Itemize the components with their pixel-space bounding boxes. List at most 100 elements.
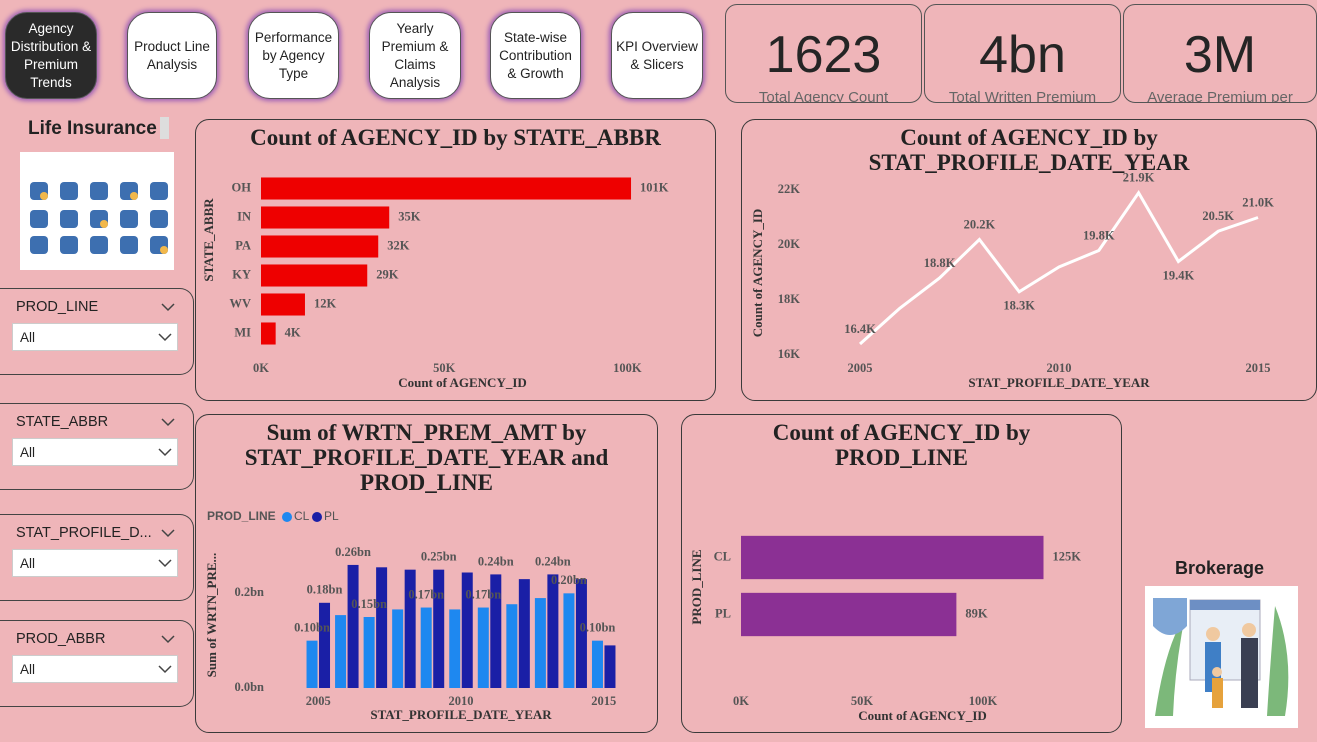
slicer: PROD_LINE All bbox=[0, 288, 194, 375]
x-tick-label: 2005 bbox=[306, 694, 331, 708]
data-label: 101K bbox=[640, 180, 669, 194]
bar bbox=[741, 592, 957, 637]
slicer-label: PROD_ABBR bbox=[16, 631, 106, 647]
slicer-dropdown[interactable]: All bbox=[12, 655, 178, 683]
bar bbox=[547, 574, 559, 688]
data-label: 0.24bn bbox=[535, 554, 571, 568]
y-tick-label: 0.0bn bbox=[234, 680, 264, 694]
chart-title: Count of AGENCY_ID by STATE_ABBR bbox=[250, 125, 661, 150]
data-label: 0.17bn bbox=[465, 587, 501, 601]
state-chart-panel: 0K 50K 100K Count of AGENCY_ID STATE_ABBR OH 1… bbox=[195, 119, 716, 401]
scroll-marker bbox=[160, 117, 169, 139]
x-tick-label: 0K bbox=[733, 694, 749, 708]
prod-line-panel: 0K 50K 100K Count of AGENCY_ID PROD_LINE CL 12… bbox=[681, 414, 1122, 733]
bar bbox=[420, 607, 432, 688]
data-label: 19.8K bbox=[1083, 228, 1115, 242]
chevron bbox=[161, 635, 175, 644]
brokerage-label: Brokerage bbox=[1175, 558, 1265, 578]
x-tick-label: 50K bbox=[851, 694, 874, 708]
x-tick-label: 100K bbox=[613, 361, 642, 375]
bar bbox=[261, 177, 632, 200]
nav-button[interactable]: KPI Overview & Slicers bbox=[611, 12, 703, 99]
nav-button[interactable]: Product Line Analysis bbox=[127, 12, 217, 99]
data-label: 0.26bn bbox=[335, 545, 371, 559]
slicer-dropdown[interactable]: All bbox=[12, 438, 178, 466]
bar bbox=[461, 572, 473, 688]
bar bbox=[477, 607, 489, 688]
bar bbox=[591, 640, 603, 688]
bar bbox=[604, 645, 616, 688]
category-label: WV bbox=[229, 296, 251, 310]
data-label: 21.9K bbox=[1123, 171, 1155, 185]
slicer: STAT_PROFILE_D... All bbox=[0, 514, 194, 601]
data-label: 0.20bn bbox=[551, 573, 587, 587]
kpi-label: Total Written Premium bbox=[948, 89, 1097, 103]
bar bbox=[347, 564, 359, 688]
y-tick-label: 20K bbox=[778, 237, 801, 251]
y-axis-label: Sum of WRTN_PRE... bbox=[204, 553, 219, 678]
nav-button[interactable]: Performance by Agency Type bbox=[248, 12, 339, 99]
category-label: CL bbox=[714, 549, 731, 563]
nav-button[interactable]: Yearly Premium & Claims Analysis bbox=[369, 12, 461, 99]
nav-button[interactable]: State-wise Contribution & Growth bbox=[490, 12, 581, 99]
chevron-path bbox=[158, 448, 172, 457]
brokerage-illustration bbox=[1145, 586, 1298, 728]
legend-marker bbox=[282, 512, 292, 522]
slicer: PROD_ABBR All bbox=[0, 620, 194, 707]
data-label: 4K bbox=[285, 325, 301, 339]
bar bbox=[306, 640, 318, 688]
y-tick-label: 0.2bn bbox=[234, 585, 264, 599]
data-label: 0.17bn bbox=[408, 587, 444, 601]
category-label: IN bbox=[237, 209, 251, 223]
bar bbox=[518, 579, 530, 688]
chart-title: Count of AGENCY_ID by PROD_LINE bbox=[772, 420, 1031, 470]
data-label: 18.8K bbox=[924, 256, 956, 270]
bar bbox=[392, 609, 404, 688]
slicer-label: STAT_PROFILE_D... bbox=[16, 525, 152, 541]
chevron-path bbox=[161, 635, 175, 644]
x-tick-label: 100K bbox=[969, 694, 998, 708]
bar bbox=[506, 604, 518, 688]
data-label: 125K bbox=[1053, 549, 1082, 563]
data-label: 0.10bn bbox=[294, 621, 330, 635]
data-label: 0.24bn bbox=[478, 554, 514, 568]
chart: 0K 50K 100K Count of AGENCY_ID STATE_ABBR OH 1… bbox=[201, 177, 669, 390]
y-axis-label: PROD_LINE bbox=[689, 549, 704, 624]
x-tick-label: 50K bbox=[433, 361, 456, 375]
line bbox=[858, 189, 1259, 346]
category-label: MI bbox=[234, 325, 251, 339]
legend-marker bbox=[312, 512, 322, 522]
bar bbox=[261, 206, 390, 229]
data-label: 20.2K bbox=[964, 217, 996, 231]
data-label: 0.10bn bbox=[580, 621, 616, 635]
year-count-panel: 2005 2010 2015 16K 18K 20K 22K STAT_PROFILE_DAT… bbox=[741, 119, 1317, 401]
category-label: PL bbox=[715, 606, 731, 620]
bar bbox=[575, 579, 587, 688]
slicer-dropdown[interactable]: All bbox=[12, 323, 178, 351]
bar bbox=[261, 235, 379, 258]
y-tick-label: 22K bbox=[778, 182, 801, 196]
kpi-value: 3M bbox=[1183, 26, 1257, 84]
bar bbox=[534, 598, 546, 688]
bar bbox=[404, 569, 416, 688]
chevron-path bbox=[158, 333, 172, 342]
data-label: 12K bbox=[314, 296, 337, 310]
y-axis-label: Count of AGENCY_ID bbox=[750, 209, 765, 338]
category-label: PA bbox=[235, 238, 251, 252]
slicer-label: STATE_ABBR bbox=[16, 414, 109, 430]
slicer-dropdown[interactable]: All bbox=[12, 549, 178, 577]
bar bbox=[261, 322, 276, 345]
bar bbox=[261, 264, 368, 287]
x-axis-label: Count of AGENCY_ID bbox=[398, 375, 527, 390]
kpi-value: 1623 bbox=[765, 26, 882, 84]
data-label: 20.5K bbox=[1202, 209, 1234, 223]
chevron-path bbox=[158, 665, 172, 674]
chevron-path bbox=[161, 303, 175, 312]
nav-button[interactable]: Agency Distribution & Premium Trends bbox=[5, 12, 97, 99]
chevron bbox=[158, 448, 172, 457]
legend-title: PROD_LINE bbox=[207, 509, 276, 523]
slicer-label: PROD_LINE bbox=[16, 299, 99, 315]
bar bbox=[376, 567, 388, 688]
